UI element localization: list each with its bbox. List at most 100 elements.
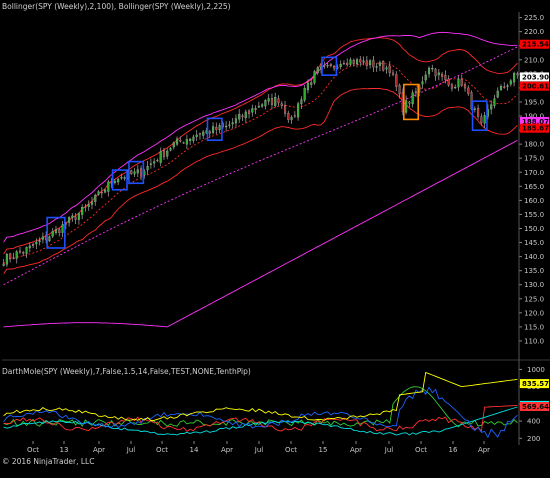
- price-tag-label: 200.61: [522, 83, 549, 91]
- bollinger-225-middle-band: [3, 46, 518, 286]
- bollinger-225-lower-band: [3, 139, 518, 328]
- candle-up: [369, 60, 372, 66]
- candle-up: [61, 224, 64, 233]
- candle-down: [382, 61, 385, 71]
- candle-up: [483, 115, 486, 124]
- candle-down: [480, 116, 483, 123]
- price-panel-title: Bollinger(SPY (Weekly),2,100), Bollinger…: [2, 2, 231, 11]
- candle-up: [185, 139, 188, 145]
- indicator-y-tick-label: 400: [527, 418, 540, 426]
- x-axis-tick-label: Oct: [27, 446, 39, 454]
- candle-down: [342, 63, 345, 65]
- indicator-panel-title: DarthMole(SPY (Weekly),7,False,1.5,14,Fa…: [2, 367, 251, 376]
- x-axis-tick-label: 15: [319, 446, 328, 454]
- candle-up: [385, 67, 388, 70]
- candle-down: [198, 133, 202, 135]
- candle-up: [303, 88, 306, 101]
- price-y-tick-label: 115.0: [524, 323, 544, 331]
- candle-down: [463, 84, 467, 89]
- candle-up: [133, 171, 136, 175]
- candle-up: [87, 204, 90, 207]
- candle-up: [71, 215, 74, 218]
- candle-down: [241, 115, 244, 118]
- candle-up: [212, 126, 215, 133]
- candle-up: [493, 98, 496, 106]
- candle-up: [117, 178, 120, 183]
- candle-down: [9, 253, 12, 259]
- candle-up: [349, 59, 352, 65]
- candle-up: [149, 163, 152, 165]
- candle-up: [300, 99, 303, 105]
- candle-up: [153, 161, 156, 164]
- candle-up: [41, 236, 44, 240]
- candle-down: [395, 74, 398, 87]
- candle-up: [176, 138, 179, 145]
- candle-down: [447, 78, 450, 86]
- candle-up: [192, 136, 195, 141]
- x-axis-tick-label: Apr: [350, 446, 362, 454]
- price-y-tick-label: 210.0: [524, 56, 544, 64]
- x-axis-tick-label: Jul: [126, 446, 136, 454]
- x-axis-tick-label: 13: [60, 446, 69, 454]
- price-y-tick-label: 225.0: [524, 14, 544, 22]
- candle-up: [437, 72, 440, 76]
- candle-down: [18, 250, 22, 253]
- candle-down: [346, 62, 349, 65]
- candle-up: [234, 118, 238, 124]
- candle-down: [391, 72, 395, 75]
- candle-up: [15, 251, 18, 259]
- candle-down: [100, 192, 103, 194]
- candle-up: [97, 191, 100, 195]
- price-tag-label: 185.67: [522, 125, 549, 133]
- candle-down: [408, 101, 411, 104]
- candle-down: [329, 64, 332, 67]
- price-y-tick-label: 150.0: [524, 225, 544, 233]
- candle-up: [499, 86, 503, 91]
- candle-up: [48, 236, 51, 242]
- candle-up: [421, 81, 424, 85]
- candle-up: [81, 207, 84, 215]
- candle-up: [355, 59, 359, 65]
- candle-down: [503, 86, 506, 88]
- price-y-tick-label: 190.0: [524, 113, 544, 121]
- candle-up: [146, 165, 149, 171]
- price-tag-bg: [520, 123, 549, 133]
- bollinger-100-upper-band: [3, 37, 518, 255]
- candle-up: [313, 71, 316, 84]
- candle-down: [162, 150, 166, 157]
- candle-down: [280, 103, 283, 106]
- x-axis-tick-label: Apr: [221, 446, 233, 454]
- candle-up: [378, 62, 381, 66]
- candle-up: [51, 231, 54, 237]
- candle-down: [22, 252, 25, 254]
- indicator-tag-bg: [520, 401, 549, 411]
- candle-down: [12, 257, 15, 259]
- candle-down: [444, 75, 447, 81]
- candle-up: [107, 181, 110, 192]
- candle-up: [169, 148, 172, 151]
- candle-down: [277, 98, 280, 104]
- price-y-tick-label: 110.0: [524, 337, 544, 345]
- price-tag-bg: [520, 72, 549, 82]
- price-y-tick-label: 220.0: [524, 28, 544, 36]
- price-y-tick-label: 125.0: [524, 295, 544, 303]
- candle-up: [251, 108, 254, 113]
- candle-up: [264, 100, 267, 107]
- candle-down: [84, 206, 87, 208]
- x-axis-tick-label: Jul: [384, 446, 394, 454]
- candle-down: [58, 229, 61, 233]
- candle-up: [473, 108, 476, 110]
- price-y-tick-label: 175.0: [524, 155, 544, 163]
- candle-up: [513, 73, 516, 83]
- candle-down: [326, 65, 329, 67]
- candle-up: [375, 66, 378, 68]
- candle-down: [352, 60, 355, 64]
- x-axis-tick-label: Jul: [254, 446, 264, 454]
- candle-up: [238, 114, 241, 120]
- candle-up: [310, 82, 313, 85]
- candle-up: [172, 142, 175, 148]
- candle-up: [189, 138, 192, 141]
- candle-down: [283, 104, 287, 114]
- indicator-cyan-line: [3, 406, 518, 436]
